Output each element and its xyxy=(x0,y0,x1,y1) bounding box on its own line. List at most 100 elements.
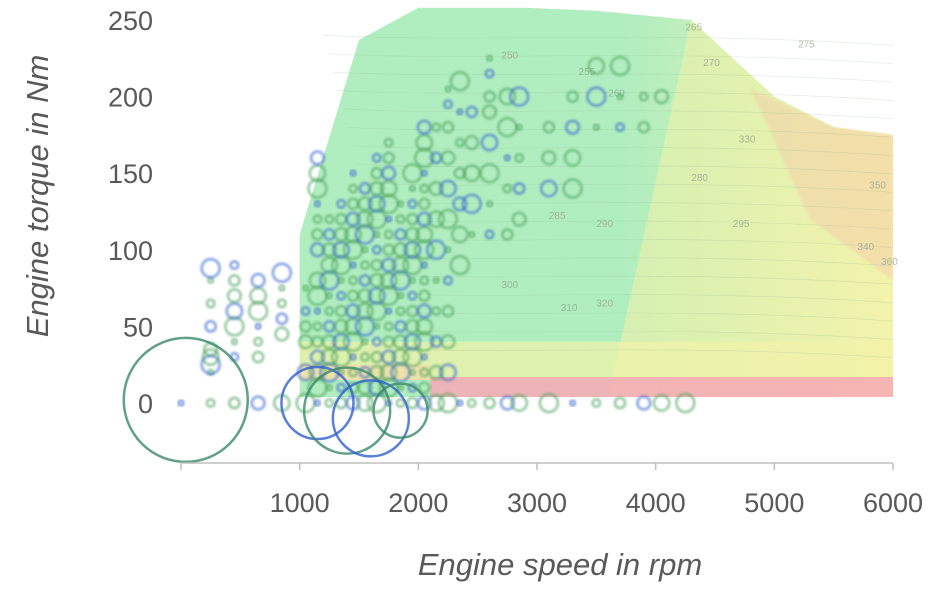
data-point xyxy=(313,307,321,315)
data-point xyxy=(482,104,497,120)
data-point xyxy=(486,54,494,62)
data-point xyxy=(464,135,480,150)
data-point xyxy=(468,230,476,238)
data-point xyxy=(415,133,433,152)
data-point xyxy=(356,302,374,320)
data-point xyxy=(271,262,292,283)
data-point xyxy=(418,381,431,394)
efficiency-map xyxy=(299,7,894,398)
data-point xyxy=(207,276,215,284)
data-point xyxy=(320,348,339,366)
map-region-mid xyxy=(608,20,893,397)
data-point xyxy=(591,398,602,408)
data-point-large xyxy=(302,366,392,455)
map-contour-line xyxy=(375,237,894,248)
data-point xyxy=(336,199,347,209)
x-tick-label: 2000 xyxy=(388,488,448,518)
data-point xyxy=(498,87,517,106)
data-point xyxy=(312,214,323,224)
data-point xyxy=(302,284,310,292)
data-point xyxy=(227,288,242,304)
data-point xyxy=(483,396,496,410)
y-tick-label: 0 xyxy=(138,389,153,419)
data-point xyxy=(428,364,444,380)
y-tick-label: 50 xyxy=(123,312,153,342)
data-point xyxy=(397,200,405,208)
x-tick-label: 5000 xyxy=(744,488,804,518)
contour-label: 280 xyxy=(691,173,708,184)
data-point xyxy=(408,276,416,284)
data-point xyxy=(228,274,241,287)
data-point xyxy=(373,322,381,330)
data-point xyxy=(461,193,482,214)
data-point xyxy=(349,353,357,361)
data-point xyxy=(416,211,432,227)
data-point xyxy=(483,90,496,103)
contour-label: 300 xyxy=(501,280,518,291)
data-point xyxy=(324,306,335,316)
data-point xyxy=(441,304,455,318)
data-point xyxy=(249,287,267,305)
data-point xyxy=(397,384,405,392)
data-point xyxy=(587,57,606,75)
data-point xyxy=(542,121,555,134)
data-point xyxy=(333,227,349,242)
data-point xyxy=(361,246,369,254)
data-point xyxy=(369,181,385,196)
map-contour-line xyxy=(332,71,894,83)
data-point xyxy=(230,338,238,346)
data-point xyxy=(395,214,406,224)
data-point xyxy=(397,292,405,300)
data-point xyxy=(385,307,393,315)
operating-points xyxy=(122,54,696,464)
data-point xyxy=(444,85,452,93)
data-point xyxy=(310,349,325,365)
contour-label: 330 xyxy=(739,135,756,146)
data-point xyxy=(514,153,525,163)
data-point xyxy=(511,211,527,227)
data-point xyxy=(418,197,431,210)
data-point xyxy=(372,336,382,347)
data-point xyxy=(403,241,422,259)
contour-label: 350 xyxy=(869,181,886,192)
data-point xyxy=(419,183,430,194)
map-contour-line xyxy=(389,292,894,303)
data-point xyxy=(321,242,337,258)
data-point xyxy=(308,271,327,290)
data-point xyxy=(248,301,269,322)
data-point xyxy=(440,150,456,166)
data-point xyxy=(569,399,577,407)
data-point xyxy=(369,273,385,288)
data-point xyxy=(204,320,217,333)
x-tick-label: 4000 xyxy=(626,488,686,518)
data-point xyxy=(395,306,406,316)
data-point xyxy=(345,303,361,319)
data-point xyxy=(419,275,430,286)
data-point xyxy=(427,210,445,228)
data-point xyxy=(415,225,433,244)
x-tick-label: 1000 xyxy=(270,488,330,518)
data-point xyxy=(368,287,386,305)
x-axis-title: Engine speed in rpm xyxy=(418,547,702,582)
data-point xyxy=(616,93,624,101)
data-point xyxy=(252,350,265,364)
data-point xyxy=(333,319,349,334)
data-point xyxy=(416,303,432,319)
data-point xyxy=(379,271,398,290)
data-point xyxy=(503,154,511,162)
data-point xyxy=(383,229,394,240)
map-contour-line xyxy=(347,126,894,138)
data-point-large xyxy=(331,379,411,458)
data-point xyxy=(455,137,465,148)
data-point xyxy=(313,200,321,208)
data-point xyxy=(443,99,453,110)
x-tick-marks xyxy=(180,463,894,470)
contour-label: 295 xyxy=(733,219,750,230)
data-point xyxy=(381,349,397,365)
data-point xyxy=(321,334,337,350)
map-contour-line xyxy=(394,310,894,322)
data-point xyxy=(336,290,347,301)
contour-label: 340 xyxy=(857,242,874,253)
